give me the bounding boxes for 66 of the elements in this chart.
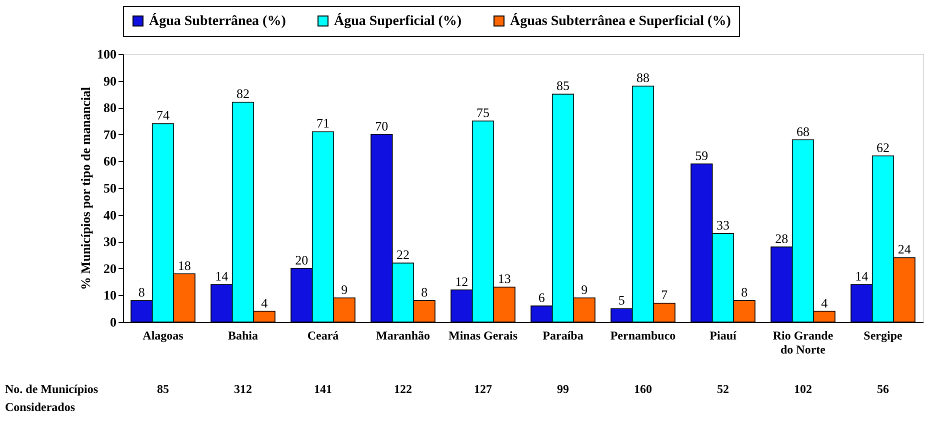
y-tick-label: 80 bbox=[104, 100, 116, 116]
text: 52 bbox=[717, 382, 729, 396]
text: 102 bbox=[794, 382, 812, 396]
data-label: 33 bbox=[716, 218, 730, 233]
text: 122 bbox=[394, 382, 412, 396]
y-tick-label: 10 bbox=[104, 288, 116, 303]
data-label: 12 bbox=[455, 274, 468, 289]
x-tick-label: Bahia bbox=[228, 328, 258, 342]
data-label: 4 bbox=[261, 295, 268, 310]
x-tick-label: Paraíba bbox=[542, 328, 584, 342]
x-tick-label: Maranhão bbox=[376, 328, 430, 342]
y-tick-label: 100 bbox=[97, 46, 116, 62]
text: 56 bbox=[877, 382, 889, 396]
x-tick-label: Ceará bbox=[307, 328, 339, 342]
data-label: 14 bbox=[215, 268, 229, 284]
data-label: 82 bbox=[236, 86, 250, 102]
x-tick-label: Piauí bbox=[710, 328, 737, 342]
data-label: 59 bbox=[695, 148, 708, 163]
text: No. de Municípios Considerados bbox=[5, 382, 98, 414]
data-label: 22 bbox=[396, 247, 410, 262]
data-label: 5 bbox=[618, 292, 625, 308]
data-label: 6 bbox=[538, 290, 546, 305]
x-tick-label: Alagoas bbox=[142, 328, 184, 342]
y-tick-label: 90 bbox=[104, 73, 116, 88]
data-label: 7 bbox=[661, 287, 668, 302]
text: 127 bbox=[474, 382, 492, 396]
y-tick-label: 70 bbox=[104, 126, 116, 142]
x-tick-label: Pernambuco bbox=[610, 328, 676, 342]
data-label: 20 bbox=[295, 252, 308, 268]
y-tick-label: 30 bbox=[104, 234, 116, 250]
data-label: 9 bbox=[581, 282, 588, 297]
data-label: 88 bbox=[636, 70, 650, 86]
x-tick-label: Sergipe bbox=[864, 328, 903, 342]
legend-label: Água Superficial (%) bbox=[334, 12, 462, 29]
data-label: 71 bbox=[316, 116, 330, 131]
data-label: 62 bbox=[876, 140, 890, 155]
data-label: 8 bbox=[138, 284, 145, 300]
data-label: 75 bbox=[476, 105, 490, 120]
data-label: 9 bbox=[341, 282, 348, 297]
data-label: 8 bbox=[421, 284, 428, 300]
data-label: 28 bbox=[775, 230, 788, 246]
data-label: 85 bbox=[556, 78, 570, 94]
y-tick-label: 60 bbox=[104, 154, 116, 169]
data-label: 74 bbox=[156, 108, 170, 123]
x-tick-label: Minas Gerais bbox=[448, 328, 518, 342]
x-tick-label: Rio Grande do Norte bbox=[772, 328, 834, 356]
y-tick-label: 20 bbox=[104, 260, 116, 276]
legend-label: Água Subterrânea (%) bbox=[149, 12, 286, 29]
y-tick-label: 0 bbox=[110, 314, 116, 330]
y-axis-title: % Municípios por tipo de manancial bbox=[78, 86, 93, 290]
text: 141 bbox=[314, 382, 332, 396]
data-label: 24 bbox=[898, 242, 912, 257]
data-label: 18 bbox=[178, 258, 191, 273]
y-tick-label: 40 bbox=[104, 207, 116, 222]
data-label: 14 bbox=[855, 268, 869, 284]
legend-label: Águas Subterrânea e Superficial (%) bbox=[510, 12, 732, 29]
data-label: 13 bbox=[498, 271, 511, 286]
data-label: 8 bbox=[741, 284, 748, 300]
text: 160 bbox=[634, 382, 652, 396]
data-label: 4 bbox=[821, 295, 828, 310]
data-label: 68 bbox=[796, 124, 810, 139]
y-tick-label: 50 bbox=[104, 180, 116, 196]
text: 85 bbox=[157, 382, 169, 396]
text: 312 bbox=[234, 382, 252, 396]
text: 99 bbox=[557, 382, 569, 396]
data-label: 70 bbox=[375, 118, 388, 134]
